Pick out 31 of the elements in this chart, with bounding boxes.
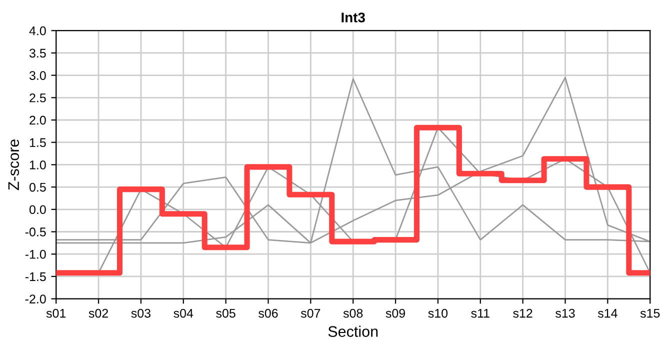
x-tick-label: s11 xyxy=(471,308,490,318)
x-tick-label: s03 xyxy=(131,308,150,318)
y-tick-label: 1.0 xyxy=(30,160,46,170)
x-tick-label: s13 xyxy=(556,308,575,318)
x-tick-label: s04 xyxy=(174,308,194,318)
x-tick-label: s05 xyxy=(216,308,236,318)
chart-title: Int3 xyxy=(342,12,365,22)
y-tick-label: -1.5 xyxy=(25,272,46,282)
y-tick-label: 0.0 xyxy=(29,205,46,214)
x-tick-label: s15 xyxy=(640,308,660,318)
x-tick-label: s07 xyxy=(300,308,320,318)
y-tick-label: 2.0 xyxy=(30,116,46,125)
x-tick-label: s01 xyxy=(46,308,66,318)
x-tick-label: s14 xyxy=(598,308,618,318)
x-tick-label: s06 xyxy=(258,308,278,318)
x-tick-label: s02 xyxy=(88,308,108,318)
y-tick-label: 3.0 xyxy=(29,71,46,80)
x-axis-title: Section xyxy=(328,326,378,337)
x-tick-label: s10 xyxy=(428,308,448,318)
y-tick-label: 0.5 xyxy=(29,182,46,192)
y-tick-label: -2.0 xyxy=(25,294,46,304)
x-tick-label: s12 xyxy=(513,308,532,318)
y-tick-label: -0.5 xyxy=(25,228,46,236)
x-tick-label: s08 xyxy=(343,308,363,318)
x-tick-label: s09 xyxy=(386,308,406,318)
y-tick-label: 2.5 xyxy=(30,93,46,102)
y-tick-label: 3.5 xyxy=(29,48,46,58)
y-tick-label: 4.0 xyxy=(29,26,46,36)
y-tick-label: -1.0 xyxy=(25,250,46,259)
y-tick-label: 1.5 xyxy=(30,138,46,147)
y-axis-title: Z-score xyxy=(8,139,20,190)
